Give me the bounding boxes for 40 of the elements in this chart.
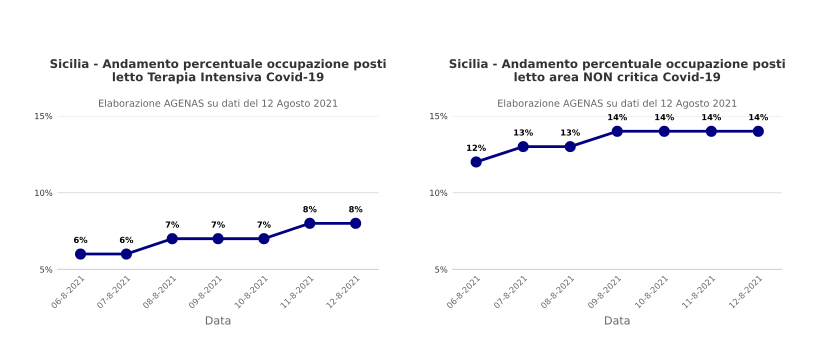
- point: [74, 248, 86, 260]
- y-tick-label: 15%: [35, 112, 52, 120]
- y-tick-label: 15%: [430, 112, 448, 120]
- data-label: 14%: [702, 114, 722, 120]
- point: [470, 156, 482, 168]
- x-axis-title: Data: [206, 316, 230, 325]
- chart-title: Sicilia - Andamento percentuale occupazione posti letto area NON critica Covid-19: [450, 58, 785, 82]
- point: [304, 218, 316, 229]
- point: [658, 126, 670, 137]
- y-tick-label: 10%: [35, 190, 52, 196]
- data-label: 7%: [212, 221, 225, 228]
- chart-subtitle: Elaborazione AGENAS su dati del 12 Agosto 2021: [498, 99, 736, 109]
- point: [212, 233, 224, 244]
- data-label: 6%: [120, 236, 134, 244]
- point: [120, 248, 132, 260]
- data-label: 13%: [514, 129, 533, 136]
- data-label: 14%: [655, 114, 674, 120]
- point: [258, 233, 270, 244]
- data-label: 14%: [608, 114, 627, 120]
- point: [518, 141, 529, 152]
- data-label: 8%: [303, 206, 317, 212]
- y-tick-label: 10%: [430, 190, 448, 196]
- point: [612, 126, 623, 137]
- data-label: 7%: [166, 221, 180, 228]
- data-label: 13%: [561, 129, 580, 136]
- data-label: 6%: [74, 236, 88, 244]
- chart-title: Sicilia - Andamento percentuale occupazione posti letto Terapia Intensiva Covid-19: [50, 58, 386, 84]
- chart-subtitle: Elaborazione AGENAS su dati del 12 Agosto 2021: [99, 99, 338, 109]
- point: [166, 233, 178, 244]
- data-label: 14%: [749, 114, 768, 120]
- point: [350, 218, 362, 229]
- point: [752, 126, 764, 137]
- y-tick-label: 5%: [40, 266, 52, 273]
- point: [706, 126, 717, 137]
- data-label: 7%: [257, 221, 271, 228]
- y-tick-label: 5%: [435, 266, 448, 273]
- data-label: 12%: [467, 144, 486, 151]
- data-label: 8%: [349, 206, 362, 212]
- point: [564, 141, 576, 152]
- x-axis-title: Data: [605, 316, 630, 325]
